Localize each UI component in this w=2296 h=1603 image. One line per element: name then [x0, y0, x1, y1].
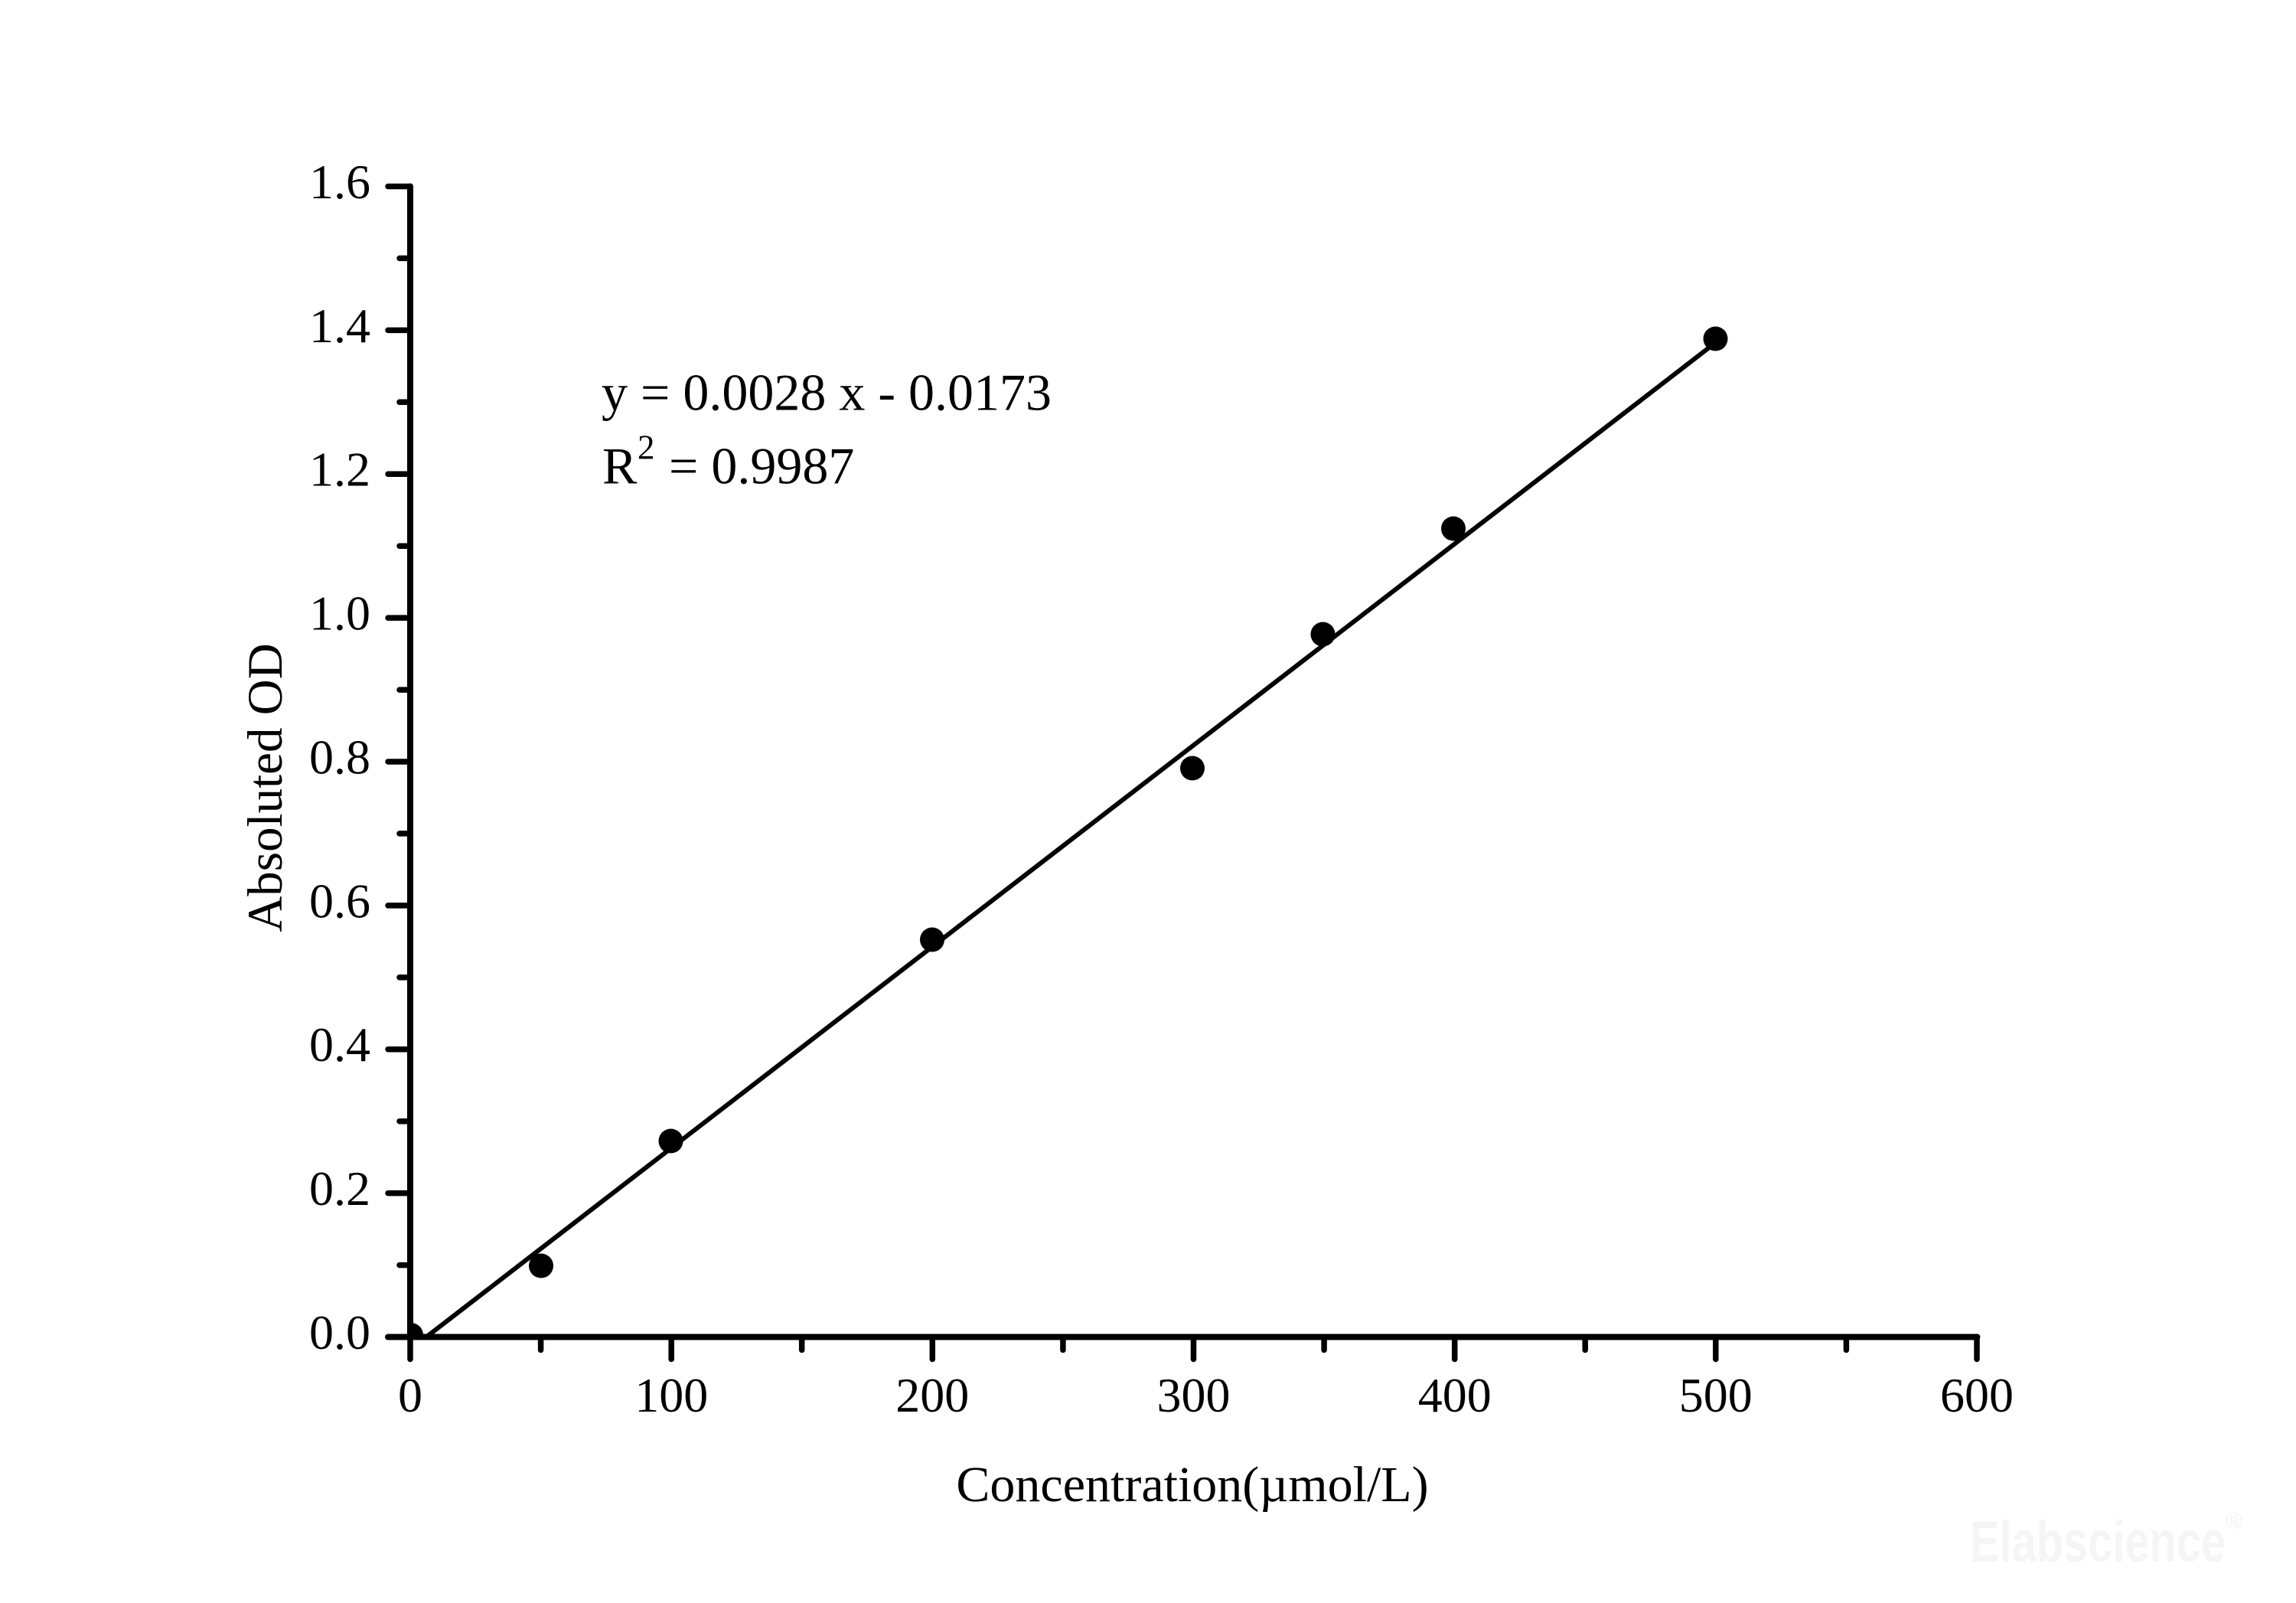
svg-text:Elabscience: Elabscience [1970, 1510, 2226, 1575]
svg-text:1.6: 1.6 [309, 155, 370, 209]
svg-text:500: 500 [1679, 1368, 1753, 1422]
svg-text:0.4: 0.4 [309, 1017, 370, 1072]
svg-text:= 0.9987: = 0.9987 [669, 437, 854, 495]
svg-text:400: 400 [1418, 1368, 1492, 1422]
svg-text:Concentration(µmol/L): Concentration(µmol/L) [956, 1457, 1428, 1513]
svg-text:y = 0.0028 x - 0.0173: y = 0.0028 x - 0.0173 [602, 364, 1052, 422]
svg-text:0: 0 [398, 1368, 422, 1422]
svg-text:0.6: 0.6 [309, 873, 370, 928]
svg-text:1.0: 1.0 [309, 586, 370, 641]
svg-text:0.2: 0.2 [309, 1161, 370, 1216]
svg-text:100: 100 [634, 1368, 708, 1422]
svg-text:2: 2 [638, 429, 655, 467]
svg-text:1.4: 1.4 [309, 299, 370, 353]
svg-text:Absoluted OD: Absoluted OD [238, 643, 293, 932]
svg-text:®: ® [2226, 1509, 2242, 1534]
svg-text:0.0: 0.0 [309, 1305, 370, 1360]
svg-text:0.8: 0.8 [309, 730, 370, 785]
svg-text:600: 600 [1940, 1368, 2014, 1422]
svg-text:R: R [602, 437, 638, 495]
svg-text:200: 200 [895, 1368, 969, 1422]
svg-text:1.2: 1.2 [309, 442, 370, 497]
svg-text:300: 300 [1157, 1368, 1231, 1422]
